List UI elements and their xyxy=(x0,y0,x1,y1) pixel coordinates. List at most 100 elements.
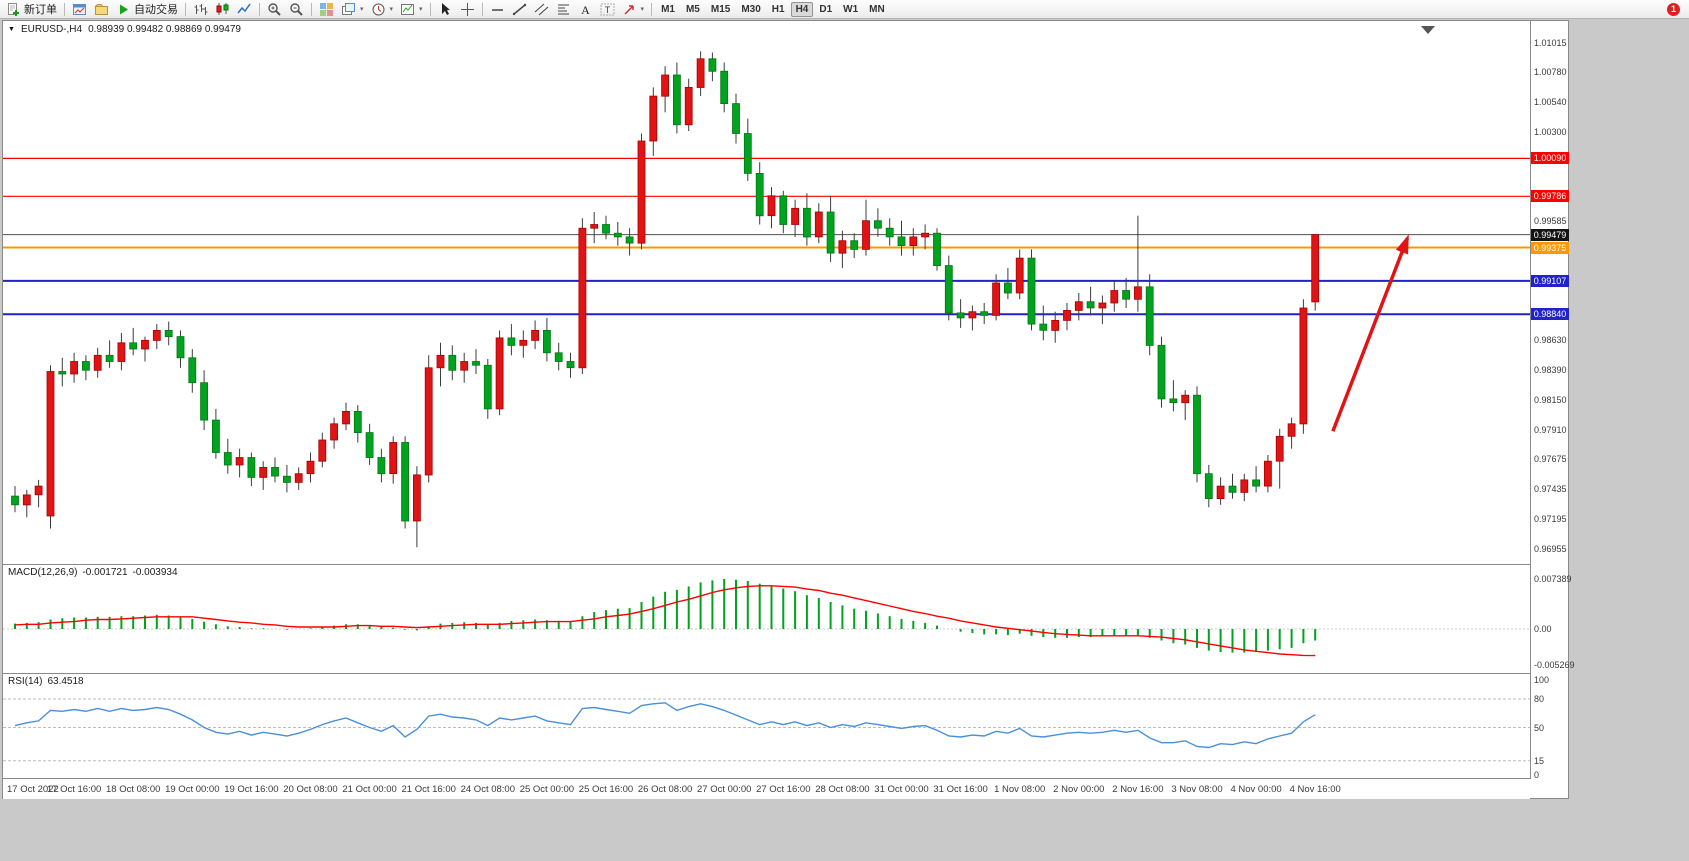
time-axis-label: 2 Nov 16:00 xyxy=(1112,784,1164,795)
time-axis-label: 21 Oct 16:00 xyxy=(401,784,456,795)
macd-axis-label: 0.00 xyxy=(1534,624,1552,634)
chart-window: ▼ EURUSD-,H4 0.98939 0.99482 0.98869 0.9… xyxy=(2,20,1575,799)
notification-badge[interactable]: 1 xyxy=(1667,2,1680,16)
current-price-badge: 0.99479 xyxy=(1531,229,1569,241)
new-order-button[interactable]: 新订单 xyxy=(3,1,60,18)
timeframe-button-m30[interactable]: M30 xyxy=(741,3,761,15)
zoom-in-icon xyxy=(268,2,281,16)
horizontal-lines-layer[interactable] xyxy=(3,157,1530,316)
fibo-icon xyxy=(557,4,569,14)
equidistant-channel-button[interactable] xyxy=(531,1,552,18)
autotrading-button[interactable]: 自动交易 xyxy=(113,1,181,18)
toolbar-separator xyxy=(64,2,65,16)
macd-signal-value: -0.003934 xyxy=(132,567,178,578)
chart-symbol-label: EURUSD-,H4 xyxy=(20,24,83,35)
chart-shift-marker[interactable] xyxy=(1421,26,1435,34)
timeframe-button-d1[interactable]: D1 xyxy=(819,3,833,15)
time-axis-label: 19 Oct 00:00 xyxy=(165,784,220,795)
channel-icon xyxy=(534,3,548,15)
auto-arrange-button[interactable]: ▾ xyxy=(338,1,367,18)
chevron-down-icon: ▾ xyxy=(360,6,364,13)
zoom-out-icon xyxy=(290,2,303,16)
timeframe-button-m5[interactable]: M5 xyxy=(685,3,700,15)
time-axis-label: 31 Oct 00:00 xyxy=(874,784,929,795)
time-axis-label: 1 Nov 08:00 xyxy=(994,784,1046,795)
arrange-icon xyxy=(342,2,355,15)
line-chart-button[interactable] xyxy=(234,1,255,18)
track-time-button[interactable]: ▾ xyxy=(368,1,397,18)
macd-panel[interactable]: MACD(12,26,9) -0.001721 -0.003934 xyxy=(3,565,1530,674)
bar-chart-button[interactable] xyxy=(190,1,211,18)
macd-main-value: -0.001721 xyxy=(82,567,128,578)
charts-button[interactable] xyxy=(69,1,90,18)
profiles-icon xyxy=(94,3,108,15)
toolbar-separator xyxy=(651,2,653,16)
svg-text:A: A xyxy=(581,3,590,17)
time-axis-label: 18 Oct 08:00 xyxy=(105,784,161,795)
zoom-out-button[interactable] xyxy=(286,1,307,18)
cursor-icon xyxy=(441,2,450,15)
timeframe-button-mn[interactable]: MN xyxy=(869,3,885,15)
one-click-trading-toggle[interactable]: ▼ xyxy=(8,26,15,33)
cursor-button[interactable] xyxy=(435,1,456,18)
time-axis-label: 21 Oct 00:00 xyxy=(342,784,397,795)
arrows-button[interactable]: ▾ xyxy=(619,1,648,18)
toolbar-separator xyxy=(185,2,186,16)
profiles-button[interactable] xyxy=(91,1,112,18)
tile-icon xyxy=(320,2,333,16)
zoom-in-button[interactable] xyxy=(264,1,285,18)
price-axis-label: 0.97195 xyxy=(1534,514,1567,524)
crosshair-button[interactable] xyxy=(457,1,478,18)
time-axis-label: 4 Nov 16:00 xyxy=(1289,784,1341,795)
new-order-button-label: 新订单 xyxy=(24,4,57,16)
timeframe-button-h1[interactable]: H1 xyxy=(771,3,785,15)
rsi-name: RSI(14) xyxy=(8,676,43,687)
timeframe-button-h4[interactable]: H4 xyxy=(790,1,814,17)
time-axis-label: 3 Nov 08:00 xyxy=(1171,784,1223,795)
chart-properties-button[interactable]: ▾ xyxy=(397,1,426,18)
fibonacci-button[interactable] xyxy=(553,1,574,18)
time-axis-label: 17 Oct 2022 xyxy=(7,784,59,795)
trend-arrow-annotation[interactable] xyxy=(1331,234,1410,432)
text-label-button[interactable]: T xyxy=(597,1,618,18)
rsi-label: RSI(14) 63.4518 xyxy=(8,676,84,687)
trendline-button[interactable] xyxy=(509,1,530,18)
toolbar-separator xyxy=(481,2,483,16)
time-axis-label: 4 Nov 00:00 xyxy=(1230,784,1282,795)
price-badge-0.99786: 0.99786 xyxy=(1531,190,1569,202)
price-axis-label: 0.98150 xyxy=(1534,395,1567,405)
price-axis-label: 0.96955 xyxy=(1534,544,1567,554)
rsi-axis-label: 15 xyxy=(1534,756,1545,766)
time-axis-label: 27 Oct 00:00 xyxy=(696,784,752,795)
svg-text:T: T xyxy=(604,5,610,15)
candlestick-button[interactable] xyxy=(212,1,233,18)
rsi-panel[interactable]: RSI(14) 63.4518 xyxy=(3,674,1530,779)
tile-windows-button[interactable] xyxy=(316,1,337,18)
macd-histogram xyxy=(14,579,1317,653)
timeframe-button-w1[interactable]: W1 xyxy=(843,3,859,15)
price-axis-label: 0.97435 xyxy=(1534,484,1567,494)
time-axis[interactable]: 17 Oct 2022 17 Oct 16:00 18 Oct 08:00 19 Oc… xyxy=(3,779,1530,799)
toolbar-separator xyxy=(259,2,260,16)
new-order-icon xyxy=(8,2,19,16)
time-axis-label: 31 Oct 16:00 xyxy=(933,784,988,795)
rsi-value: 63.4518 xyxy=(47,676,84,687)
timeframe-button-m15[interactable]: M15 xyxy=(710,3,731,15)
price-badge-0.98840: 0.98840 xyxy=(1531,308,1569,320)
text-button[interactable]: A xyxy=(575,1,596,18)
horizontal-line-button[interactable] xyxy=(487,1,508,18)
autotrading-button-label: 自动交易 xyxy=(134,4,178,16)
price-axis-label: 0.97675 xyxy=(1534,454,1567,464)
macd-name: MACD(12,26,9) xyxy=(8,567,78,578)
time-axis-label: 2 Nov 00:00 xyxy=(1053,784,1105,795)
time-axis-label: 25 Oct 00:00 xyxy=(519,784,575,795)
candles-layer xyxy=(11,51,1320,548)
chart-ohlc-values: 0.98939 0.99482 0.98869 0.99479 xyxy=(88,24,241,35)
linechart-icon xyxy=(237,3,251,13)
time-axis-label: 25 Oct 16:00 xyxy=(578,784,634,795)
timeframe-button-m1[interactable]: M1 xyxy=(661,3,675,15)
crosshair-icon xyxy=(460,2,474,16)
chevron-down-icon: ▾ xyxy=(389,6,394,13)
price-chart-panel[interactable]: ▼ EURUSD-,H4 0.98939 0.99482 0.98869 0.9… xyxy=(3,21,1530,565)
price-axis[interactable]: 1.01015 1.00780 1.00540 1.00300 0.99585 0.993… xyxy=(1530,21,1575,780)
